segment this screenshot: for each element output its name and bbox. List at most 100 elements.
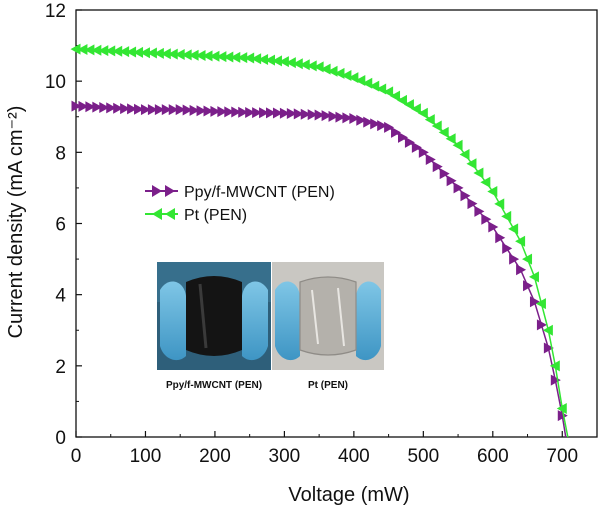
x-axis-title: Voltage (mW) — [288, 484, 409, 506]
marker-pt — [396, 94, 407, 106]
marker-ppy — [231, 106, 242, 118]
marker-ppy — [446, 175, 457, 187]
inset-caption-pt: Pt (PEN) — [308, 380, 348, 391]
marker-ppy — [335, 111, 346, 123]
film-reflection — [311, 287, 345, 347]
marker-ppy — [85, 101, 96, 113]
marker-pt — [146, 47, 157, 59]
y-tick-label: 10 — [45, 72, 66, 93]
marker-pt — [265, 54, 276, 66]
marker-ppy — [196, 105, 207, 117]
marker-pt — [341, 69, 352, 81]
marker-pt — [167, 48, 178, 60]
marker-ppy — [377, 120, 388, 132]
series-pt — [70, 43, 569, 438]
marker-pt — [390, 90, 401, 102]
marker-pt — [258, 53, 269, 65]
marker-ppy — [370, 118, 381, 130]
marker-ppy — [391, 126, 402, 138]
legend-label-ppy: Ppy/f-MWCNT (PEN) — [184, 184, 335, 201]
marker-ppy — [439, 168, 450, 180]
marker-ppy — [224, 106, 235, 118]
marker-pt — [112, 45, 123, 57]
series-ppy — [71, 100, 568, 438]
marker-pt — [327, 65, 338, 77]
marker-pt — [188, 49, 199, 61]
marker-ppy — [495, 232, 506, 244]
marker-pt — [139, 47, 150, 59]
marker-pt — [202, 50, 213, 62]
marker-ppy — [516, 264, 527, 276]
marker-pt — [549, 360, 560, 372]
marker-ppy — [418, 146, 429, 158]
marker-pt — [209, 50, 220, 62]
marker-pt — [424, 114, 435, 126]
legend: Ppy/f-MWCNT (PEN) Pt (PEN) — [145, 184, 335, 224]
data-series — [70, 43, 569, 438]
marker-pt — [244, 52, 255, 64]
marker-ppy — [356, 114, 367, 126]
marker-pt — [126, 46, 137, 58]
marker-pt — [452, 139, 463, 151]
x-tick-label: 500 — [407, 446, 439, 467]
marker-ppy — [140, 104, 151, 116]
marker-ppy — [509, 253, 520, 265]
marker-ppy — [127, 103, 138, 115]
x-tick-label: 300 — [269, 446, 301, 467]
y-tick-label: 2 — [55, 357, 66, 378]
marker-ppy — [245, 106, 256, 118]
marker-pt — [278, 56, 289, 68]
legend-entry-ppy: Ppy/f-MWCNT (PEN) — [145, 184, 335, 201]
marker-pt — [285, 57, 296, 69]
marker-pt — [181, 49, 192, 61]
marker-pt — [299, 59, 310, 71]
marker-ppy — [536, 319, 547, 331]
y-tick-label: 8 — [55, 143, 66, 164]
inset-caption-ppy: Ppy/f-MWCNT (PEN) — [166, 380, 262, 391]
y-tick-label: 4 — [55, 286, 66, 307]
marker-ppy — [168, 104, 179, 116]
marker-pt — [133, 46, 144, 58]
y-tick-label: 12 — [45, 1, 66, 22]
marker-ppy — [266, 107, 277, 119]
marker-ppy — [203, 105, 214, 117]
marker-pt — [501, 210, 512, 222]
marker-ppy — [286, 108, 297, 120]
marker-pt — [445, 133, 456, 145]
marker-ppy — [321, 110, 332, 122]
marker-ppy — [113, 102, 124, 114]
marker-ppy — [557, 410, 568, 422]
marker-ppy — [460, 190, 471, 202]
marker-ppy — [293, 108, 304, 120]
marker-pt — [292, 58, 303, 70]
marker-ppy — [92, 101, 103, 113]
legend-label-pt: Pt (PEN) — [184, 207, 247, 224]
marker-pt — [84, 44, 95, 56]
marker-pt — [153, 47, 164, 59]
marker-pt — [459, 148, 470, 160]
marker-pt — [473, 167, 484, 179]
marker-pt — [77, 43, 88, 55]
marker-pt — [251, 53, 262, 65]
x-tick-label: 700 — [546, 446, 578, 467]
legend-marker-ppy — [152, 185, 162, 197]
glove-right-icon — [356, 281, 381, 361]
y-axis-ticks: 0 2 4 6 8 10 12 — [45, 1, 82, 449]
marker-pt — [466, 158, 477, 170]
marker-pt — [556, 403, 567, 415]
marker-ppy — [134, 103, 145, 115]
marker-ppy — [210, 105, 221, 117]
marker-ppy — [238, 106, 249, 118]
marker-pt — [195, 50, 206, 62]
marker-ppy — [147, 104, 158, 116]
marker-pt — [230, 51, 241, 63]
marker-ppy — [175, 104, 186, 116]
marker-pt — [174, 48, 185, 60]
x-tick-label: 100 — [130, 446, 162, 467]
x-axis-ticks: 0 100 200 300 400 500 600 700 — [71, 431, 578, 467]
marker-ppy — [78, 100, 89, 112]
marker-ppy — [529, 296, 540, 308]
marker-ppy — [543, 342, 554, 354]
marker-ppy — [252, 107, 263, 119]
